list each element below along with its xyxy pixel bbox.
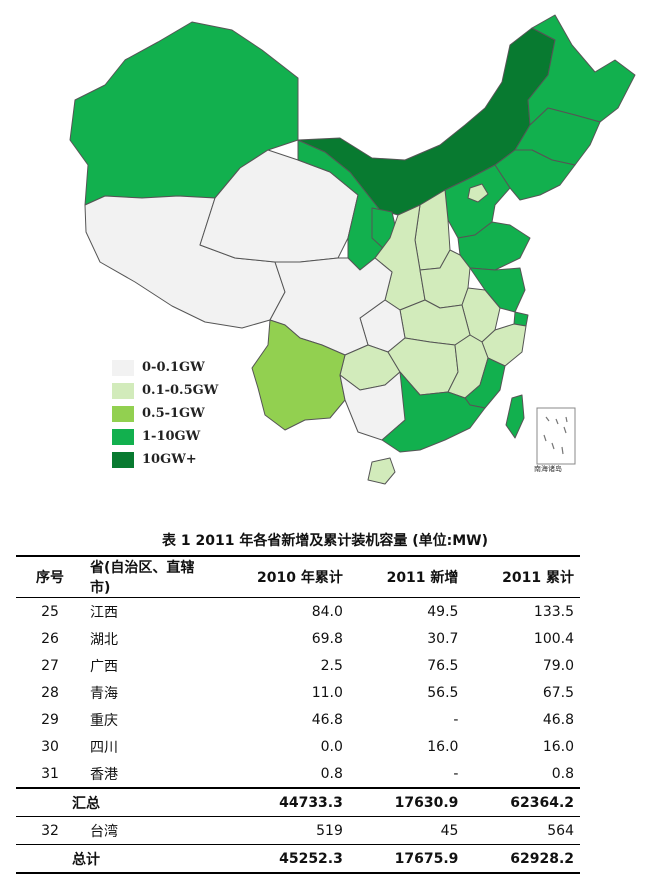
- legend-swatch: [112, 359, 134, 376]
- legend-swatch: [112, 451, 134, 468]
- table-row: 29 重庆 46.8 - 46.8: [16, 706, 580, 733]
- row-2011-cumulative: 100.4: [533, 630, 574, 647]
- header-no: 序号: [16, 555, 84, 598]
- legend-label: 0.1-0.5GW: [142, 383, 219, 398]
- row-2010-cumulative: 69.8: [311, 630, 343, 647]
- total-2011-new: 17675.9: [348, 844, 465, 874]
- row-2010-cumulative: 11.0: [311, 684, 343, 701]
- legend-swatch: [112, 428, 134, 445]
- taiwan-no: 32: [16, 816, 84, 845]
- subtotal-2010: 44733.3: [214, 787, 349, 817]
- legend-item: 0.1-0.5GW: [112, 379, 218, 402]
- province-beijing: [467, 183, 489, 203]
- row-2011-new: 49.5: [427, 603, 459, 620]
- table-header-row: 序号 省(自治区、直辖市) 2010 年累计 2011 新增 2011 累计: [16, 555, 580, 598]
- legend-label: 0.5-1GW: [142, 406, 205, 421]
- row-2011-new: 76.5: [427, 657, 459, 674]
- row-2011-new: -: [453, 765, 459, 782]
- row-2011-new: -: [453, 711, 459, 728]
- legend-item: 1-10GW: [112, 425, 218, 448]
- capacity-table: 序号 省(自治区、直辖市) 2010 年累计 2011 新增 2011 累计 2…: [16, 555, 580, 874]
- row-province: 青海: [90, 685, 118, 702]
- south-sea-inset: [536, 407, 576, 465]
- row-2011-cumulative: 67.5: [542, 684, 574, 701]
- province-yunnan: [251, 319, 346, 431]
- row-no: 30: [41, 738, 59, 755]
- legend-swatch: [112, 382, 134, 399]
- row-province: 重庆: [90, 712, 118, 729]
- row-province: 江西: [90, 604, 118, 621]
- table-caption: 表 1 2011 年各省新增及累计装机容量 (单位:MW): [162, 533, 488, 549]
- legend-label: 10GW+: [142, 452, 197, 467]
- row-2011-new: 56.5: [427, 684, 459, 701]
- row-2011-cumulative: 79.0: [542, 657, 574, 674]
- header-2011-new: 2011 新增: [348, 555, 465, 598]
- taiwan-2011-new: 45: [348, 816, 465, 845]
- legend-label: 1-10GW: [142, 429, 201, 444]
- table-row: 27 广西 2.5 76.5 79.0: [16, 652, 580, 679]
- table-row: 25 江西 84.0 49.5 133.5: [16, 598, 580, 626]
- province-liaoning: [494, 149, 576, 201]
- header-2011-cumulative: 2011 累计: [464, 555, 580, 598]
- row-2010-cumulative: 2.5: [320, 657, 343, 674]
- province-map-svg: [69, 14, 636, 485]
- subtotal-2011-new: 17630.9: [348, 787, 465, 817]
- row-no: 28: [41, 684, 59, 701]
- table-row: 26 湖北 69.8 30.7 100.4: [16, 625, 580, 652]
- taiwan-2010: 519: [214, 816, 349, 845]
- row-province: 四川: [90, 739, 118, 756]
- south-sea-inset-label: 南海诸岛: [534, 465, 562, 473]
- row-2011-new: 30.7: [427, 630, 459, 647]
- row-2011-cumulative: 16.0: [542, 738, 574, 755]
- province-hubei: [399, 299, 471, 346]
- header-2010-cumulative: 2010 年累计: [214, 555, 349, 598]
- china-wind-capacity-map: 0-0.1GW 0.1-0.5GW 0.5-1GW 1-10GW 10GW+ 南海诸岛: [69, 14, 636, 485]
- row-2010-cumulative: 84.0: [311, 603, 343, 620]
- row-no: 27: [41, 657, 59, 674]
- row-province: 广西: [90, 658, 118, 675]
- row-2011-cumulative: 133.5: [533, 603, 574, 620]
- row-2011-cumulative: 0.8: [551, 765, 574, 782]
- province-guangdong: [381, 371, 486, 453]
- subtotal-label: 汇总: [16, 787, 214, 817]
- row-2010-cumulative: 46.8: [311, 711, 343, 728]
- map-legend: 0-0.1GW 0.1-0.5GW 0.5-1GW 1-10GW 10GW+: [112, 356, 218, 471]
- table-row: 31 香港 0.8 - 0.8: [16, 760, 580, 788]
- legend-item: 0-0.1GW: [112, 356, 218, 379]
- subtotal-2011-cumulative: 62364.2: [464, 787, 580, 817]
- row-province: 香港: [90, 766, 118, 783]
- total-row: 总计 45252.3 17675.9 62928.2: [16, 844, 580, 874]
- province-hainan: [367, 457, 396, 485]
- row-no: 25: [41, 603, 59, 620]
- legend-item: 0.5-1GW: [112, 402, 218, 425]
- legend-item: 10GW+: [112, 448, 218, 471]
- row-no: 31: [41, 765, 59, 782]
- row-2010-cumulative: 0.0: [320, 738, 343, 755]
- taiwan-2011-cumulative: 564: [464, 816, 580, 845]
- total-label: 总计: [16, 844, 214, 874]
- province-taiwan: [505, 394, 525, 439]
- table-row: 28 青海 11.0 56.5 67.5: [16, 679, 580, 706]
- table-body: 25 江西 84.0 49.5 133.5 26 湖北 69.8 30.7 100.4 27 广西 2.…: [16, 598, 580, 789]
- total-2011-cumulative: 62928.2: [464, 844, 580, 874]
- subtotal-row: 汇总 44733.3 17630.9 62364.2: [16, 787, 580, 817]
- row-no: 26: [41, 630, 59, 647]
- row-no: 29: [41, 711, 59, 728]
- taiwan-name: 台湾: [84, 816, 214, 845]
- taiwan-row: 32 台湾 519 45 564: [16, 816, 580, 845]
- legend-swatch: [112, 405, 134, 422]
- table-row: 30 四川 0.0 16.0 16.0: [16, 733, 580, 760]
- row-province: 湖北: [90, 631, 118, 648]
- row-2011-new: 16.0: [427, 738, 459, 755]
- row-2011-cumulative: 46.8: [542, 711, 574, 728]
- total-2010: 45252.3: [214, 844, 349, 874]
- legend-label: 0-0.1GW: [142, 360, 205, 375]
- row-2010-cumulative: 0.8: [320, 765, 343, 782]
- header-province: 省(自治区、直辖市): [84, 555, 214, 598]
